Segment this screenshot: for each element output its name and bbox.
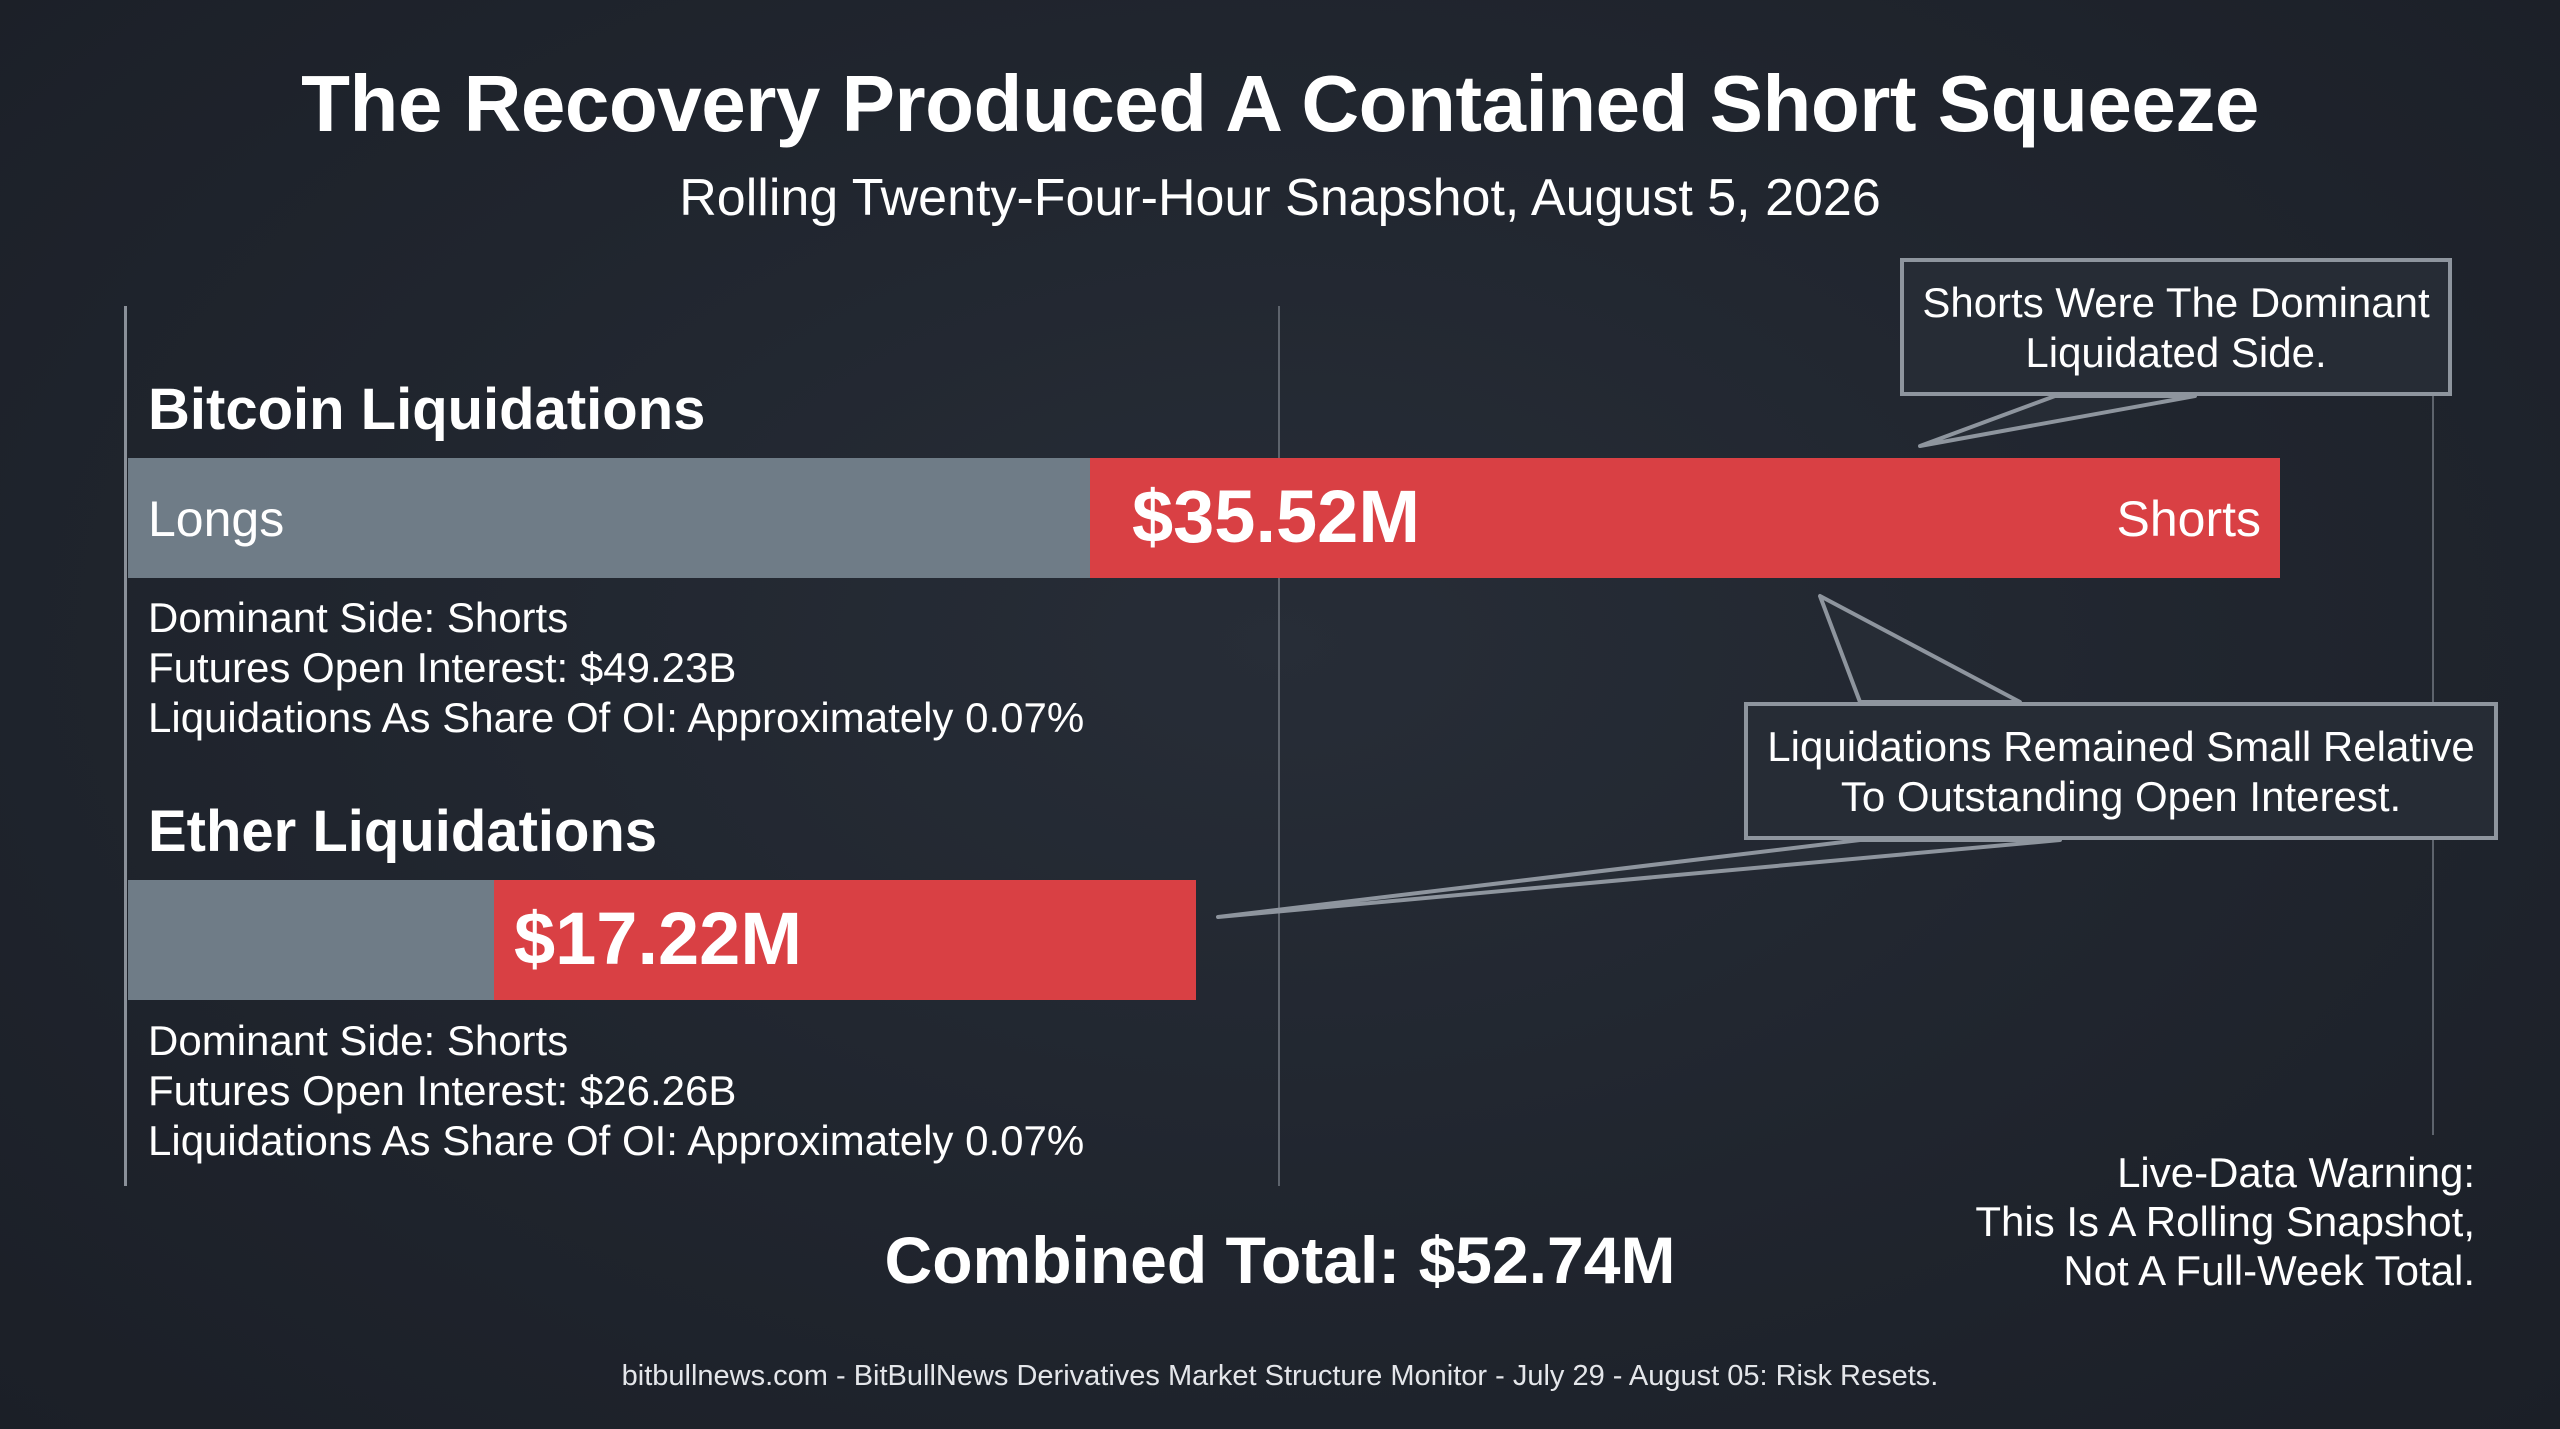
ether-liquidation-share: Liquidations As Share Of OI: Approximate… bbox=[148, 1117, 1085, 1164]
callout-2-pointer-lower bbox=[1216, 838, 2062, 919]
ether-longs-bar bbox=[128, 880, 494, 1000]
bitcoin-shorts-value: $35.52M bbox=[1132, 475, 1420, 558]
callout-small-relative: Liquidations Remained Small Relative To … bbox=[1744, 702, 2498, 840]
bitcoin-longs-bar bbox=[128, 458, 1090, 578]
live-data-warning: Live-Data Warning: This Is A Rolling Sna… bbox=[1975, 1148, 2475, 1295]
callout-dominant-side: Shorts Were The Dominant Liquidated Side… bbox=[1900, 258, 2452, 396]
footer-source: bitbullnews.com - BitBullNews Derivative… bbox=[621, 1360, 1939, 1392]
bitcoin-shorts-bar bbox=[1090, 458, 2280, 578]
bitcoin-longs-label: Longs bbox=[148, 491, 285, 547]
bitcoin-section-title: Bitcoin Liquidations bbox=[148, 377, 706, 442]
chart-subtitle: Rolling Twenty-Four-Hour Snapshot, Augus… bbox=[679, 169, 1881, 227]
ether-info: Dominant Side: Shorts Futures Open Inter… bbox=[148, 1016, 1084, 1166]
bitcoin-open-interest: Futures Open Interest: $49.23B bbox=[148, 644, 737, 691]
callout-2-pointer-upper bbox=[1818, 594, 2022, 704]
callout-1-pointer bbox=[1918, 394, 2197, 448]
warning-line-1: Live-Data Warning: bbox=[2117, 1149, 2475, 1196]
center-guide-line bbox=[1278, 306, 1280, 1186]
callout-2-line-1: Liquidations Remained Small Relative bbox=[1767, 723, 2475, 770]
ether-shorts-bar bbox=[494, 880, 1196, 1000]
ether-shorts-value: $17.22M bbox=[514, 897, 802, 980]
callout-1-line-2: Liquidated Side. bbox=[2025, 329, 2327, 376]
combined-total: Combined Total: $52.74M bbox=[884, 1223, 1676, 1297]
chart-title: The Recovery Produced A Contained Short … bbox=[301, 59, 2259, 148]
callout-2-line-2: To Outstanding Open Interest. bbox=[1840, 773, 2402, 820]
bitcoin-shorts-label: Shorts bbox=[2116, 491, 2261, 547]
left-axis-line bbox=[124, 306, 127, 1186]
bitcoin-dominant-side: Dominant Side: Shorts bbox=[148, 594, 569, 641]
bitcoin-info: Dominant Side: Shorts Futures Open Inter… bbox=[148, 593, 1084, 743]
warning-line-2: This Is A Rolling Snapshot, bbox=[1975, 1198, 2475, 1245]
callout-1-line-1: Shorts Were The Dominant bbox=[1922, 279, 2430, 326]
ether-section-title: Ether Liquidations bbox=[148, 799, 658, 864]
ether-open-interest: Futures Open Interest: $26.26B bbox=[148, 1067, 737, 1114]
ether-dominant-side: Dominant Side: Shorts bbox=[148, 1017, 569, 1064]
bitcoin-liquidation-share: Liquidations As Share Of OI: Approximate… bbox=[148, 694, 1085, 741]
warning-line-3: Not A Full-Week Total. bbox=[2063, 1247, 2475, 1294]
